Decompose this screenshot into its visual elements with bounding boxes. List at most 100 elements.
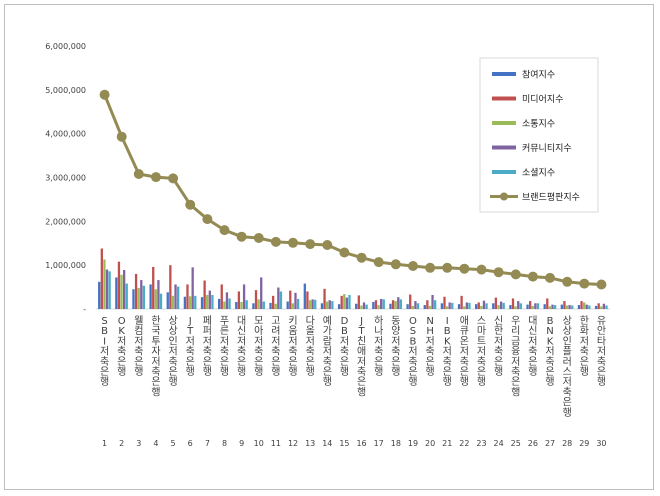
bar: [440, 303, 444, 309]
bar: [355, 303, 358, 309]
bar: [225, 292, 229, 309]
rank-label: 30: [596, 439, 606, 448]
bar: [245, 300, 248, 309]
bar: [337, 304, 341, 309]
bar: [502, 302, 505, 309]
line-point: [510, 269, 521, 280]
legend-label: 소통지수: [522, 119, 555, 130]
line-point: [390, 259, 401, 270]
bar: [149, 284, 152, 309]
bar: [485, 303, 488, 309]
line-point: [185, 199, 196, 210]
legend-label: 미디어지수: [522, 94, 563, 105]
bar: [480, 305, 483, 309]
line-point: [459, 263, 470, 274]
line-point: [236, 231, 247, 242]
y-tick-label: 3,000,000: [45, 174, 86, 183]
bar: [517, 301, 520, 309]
rank-label: 19: [408, 439, 418, 448]
bar: [311, 299, 314, 309]
bar: [345, 297, 349, 309]
bar: [543, 304, 546, 309]
bar: [152, 266, 155, 309]
line-point: [288, 237, 298, 248]
bar: [159, 293, 163, 309]
bar: [340, 295, 343, 309]
bar: [328, 300, 331, 309]
bar: [546, 298, 549, 309]
bar: [274, 303, 277, 309]
rank-label: 24: [494, 439, 504, 448]
line-point: [545, 272, 555, 283]
rank-label: 25: [511, 439, 521, 448]
rank-label: 13: [305, 439, 315, 448]
bar: [389, 303, 392, 309]
bar: [154, 289, 157, 309]
bar: [108, 271, 111, 309]
bar: [157, 280, 160, 309]
bar: [509, 305, 512, 309]
bar: [100, 248, 103, 309]
line-point: [408, 261, 418, 271]
bar: [602, 303, 606, 309]
bar: [380, 298, 383, 309]
bar: [457, 304, 461, 309]
legend-label: 커뮤니티지수: [522, 143, 572, 154]
line-point: [373, 257, 384, 268]
line-point: [425, 262, 436, 273]
rank-label: 2: [119, 439, 124, 448]
bar: [218, 298, 221, 309]
bar: [306, 291, 309, 309]
bar: [183, 296, 187, 309]
rank-label: 15: [339, 439, 349, 448]
line-point: [305, 239, 316, 250]
bar: [174, 284, 177, 309]
rank-label: 22: [459, 439, 469, 448]
bar: [279, 291, 283, 309]
bar: [98, 281, 101, 309]
y-tick-label: -: [83, 305, 86, 314]
y-tick-label: 1,000,000: [45, 261, 86, 270]
legend-box: [479, 57, 599, 213]
line-point: [133, 169, 144, 179]
bar: [303, 283, 306, 309]
bar: [416, 303, 420, 309]
legend-label: 소셜지수: [522, 168, 555, 179]
line-point: [219, 225, 230, 236]
legend-swatch: [492, 72, 516, 76]
line-point: [527, 271, 538, 282]
bar: [200, 297, 204, 309]
line-point: [270, 236, 281, 247]
bar: [497, 305, 500, 309]
bar: [399, 299, 403, 309]
line-point: [322, 240, 333, 250]
legend-swatch: [492, 96, 516, 101]
rank-label: 28: [562, 439, 572, 448]
bar: [323, 288, 326, 309]
bar: [177, 286, 180, 309]
bar: [397, 297, 400, 309]
bar: [360, 305, 363, 309]
bar: [434, 300, 437, 309]
line-point: [168, 173, 179, 184]
bar: [514, 306, 517, 309]
rank-label: 7: [205, 439, 210, 448]
line-point: [442, 262, 453, 273]
y-tick-label: 2,000,000: [45, 217, 86, 226]
bar: [605, 305, 608, 309]
bar: [203, 280, 206, 309]
bar: [286, 301, 289, 309]
